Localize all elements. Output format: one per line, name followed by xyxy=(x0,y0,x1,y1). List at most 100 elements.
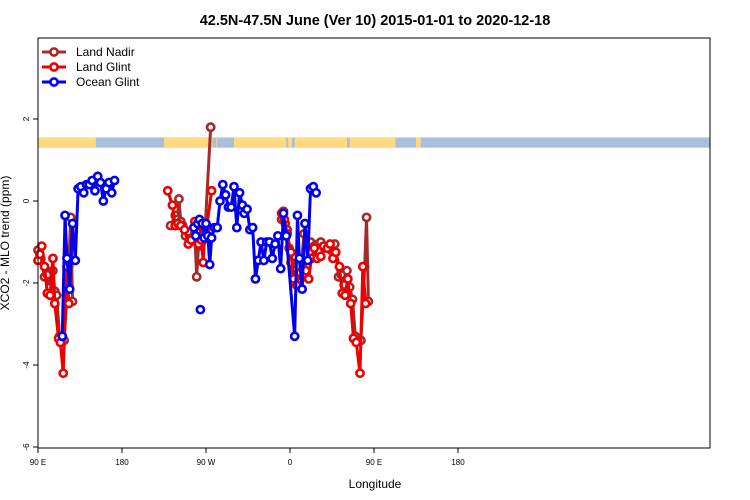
data-point-ocean-glint xyxy=(220,189,231,200)
land-band-segment xyxy=(294,137,347,148)
data-point-ocean-glint xyxy=(229,181,239,192)
x-axis: 90 E 180 90 W 0 90 E 180 xyxy=(30,448,465,467)
data-point-land-glint xyxy=(342,273,353,284)
data-point-land-glint xyxy=(325,239,336,249)
data-point-ocean-glint xyxy=(206,232,217,243)
data-point-land-nadir xyxy=(191,271,202,282)
land-band-segment xyxy=(164,137,213,148)
data-point-ocean-glint xyxy=(300,218,310,229)
data-point-land-glint xyxy=(315,251,326,262)
data-point-land-glint xyxy=(340,290,350,301)
data-point-land-glint xyxy=(355,368,365,379)
legend-item-ocean-glint: Ocean Glint xyxy=(42,75,140,89)
chart-title: 42.5N-47.5N June (Ver 10) 2015-01-01 to … xyxy=(200,13,551,29)
data-point-land-glint xyxy=(345,298,356,309)
data-point-land-glint xyxy=(206,185,217,196)
land-sea-band xyxy=(38,137,710,148)
data-point-ocean-glint xyxy=(250,273,261,284)
data-point-ocean-glint xyxy=(302,255,313,266)
legend-label: Ocean Glint xyxy=(76,75,140,89)
data-point-land-glint xyxy=(360,298,371,309)
data-point-ocean-glint xyxy=(204,259,215,270)
y-tick-label: 2 xyxy=(22,116,31,121)
data-point-land-nadir xyxy=(205,122,216,133)
legend-swatch-marker xyxy=(49,62,59,72)
x-tick-label: 90 E xyxy=(30,458,46,467)
data-point-ocean-glint xyxy=(215,196,225,206)
data-point-ocean-glint xyxy=(212,222,223,233)
data-point-ocean-glint xyxy=(242,204,252,215)
data-point-ocean-glint xyxy=(78,187,89,198)
land-band-segment xyxy=(288,137,292,148)
data-point-land-glint xyxy=(167,200,178,210)
outlier-layer xyxy=(195,122,216,315)
series-line-ocean-glint xyxy=(192,183,318,338)
legend-label: Land Glint xyxy=(76,60,131,74)
legend-swatch-marker xyxy=(49,47,59,57)
data-point-ocean-glint xyxy=(297,284,308,295)
data-point-ocean-glint xyxy=(70,255,81,266)
data-point-land-glint xyxy=(49,298,60,309)
x-tick-label: 180 xyxy=(115,458,129,467)
data-point-ocean-glint xyxy=(62,253,72,264)
data-point-land-glint xyxy=(330,247,341,258)
data-point-ocean-glint xyxy=(64,284,75,295)
legend-item-land-nadir: Land Nadir xyxy=(42,45,135,59)
data-point-land-glint xyxy=(48,253,58,264)
data-point-land-glint xyxy=(34,249,45,260)
land-band-segment xyxy=(349,137,396,148)
data-point-ocean-glint xyxy=(311,187,322,198)
data-point-land-nadir xyxy=(361,212,372,223)
x-tick-label: 180 xyxy=(451,458,465,467)
data-point-land-nadir xyxy=(342,265,352,276)
data-point-land-nadir xyxy=(174,194,184,204)
x-tick-label: 90 W xyxy=(197,458,216,467)
data-point-land-glint xyxy=(309,243,320,254)
y-tick-label: -4 xyxy=(22,361,31,369)
data-point-ocean-glint xyxy=(272,230,283,241)
data-point-ocean-glint xyxy=(106,187,117,198)
land-band-segment xyxy=(38,137,95,148)
data-point-land-glint xyxy=(39,261,50,272)
data-point-ocean-glint xyxy=(270,239,280,249)
data-point-ocean-glint xyxy=(60,210,70,221)
x-tick-label: 0 xyxy=(288,458,293,467)
data-point-ocean-glint xyxy=(281,230,292,241)
data-point-ocean-glint xyxy=(90,185,100,196)
data-point-ocean-glint xyxy=(98,196,109,206)
series-ocean-glint xyxy=(57,171,322,342)
land-band-segment xyxy=(216,137,218,148)
data-point-ocean-glint xyxy=(231,222,242,233)
data-point-land-glint xyxy=(36,241,47,251)
outlier-point xyxy=(195,304,206,315)
data-point-land-glint xyxy=(179,224,190,235)
y-tick-label: -6 xyxy=(22,443,31,451)
data-point-ocean-glint xyxy=(278,208,289,219)
data-point-ocean-glint xyxy=(289,331,300,342)
x-tick-label: 90 E xyxy=(366,458,382,467)
data-point-land-glint xyxy=(63,298,74,309)
data-point-land-glint xyxy=(357,261,368,272)
data-point-ocean-glint xyxy=(247,222,258,233)
data-point-ocean-glint xyxy=(267,253,278,264)
data-point-ocean-glint xyxy=(294,253,305,264)
data-point-ocean-glint xyxy=(217,179,228,190)
series-layer xyxy=(33,122,374,379)
data-point-land-glint xyxy=(162,185,173,196)
data-point-ocean-glint xyxy=(258,255,269,266)
data-point-land-glint xyxy=(303,273,314,284)
y-tick-label: 0 xyxy=(22,198,31,203)
data-point-land-glint xyxy=(58,368,69,379)
land-band-segment xyxy=(94,137,96,148)
plot-frame xyxy=(37,37,711,449)
y-axis-label: XCO2 - MLO trend (ppm) xyxy=(0,176,12,311)
data-point-ocean-glint xyxy=(201,218,211,229)
data-point-ocean-glint xyxy=(275,263,286,274)
data-point-ocean-glint xyxy=(226,202,237,213)
data-point-ocean-glint xyxy=(190,230,201,241)
data-point-ocean-glint xyxy=(109,175,120,186)
land-band-segment xyxy=(234,137,287,148)
y-tick-label: -2 xyxy=(22,279,31,287)
